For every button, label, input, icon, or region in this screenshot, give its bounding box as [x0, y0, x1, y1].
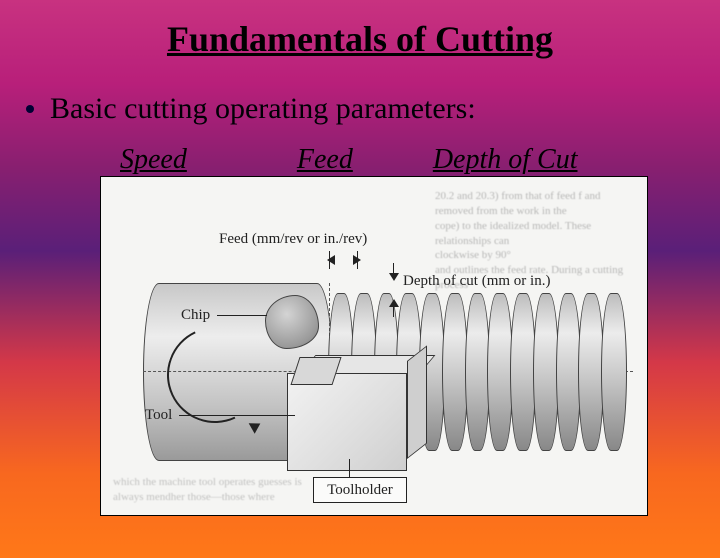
page-title: Fundamentals of Cutting: [0, 18, 720, 60]
toolholder-front-face: [287, 373, 407, 471]
param-speed: Speed: [120, 144, 187, 176]
feed-bracket-icon: [329, 255, 359, 269]
depth-line-top: [393, 263, 394, 273]
param-feed: Feed: [297, 144, 353, 176]
scan-artifact-bottom: which the machine tool operates guesses …: [113, 475, 313, 505]
toolholder-label: Toolholder: [314, 478, 406, 502]
depth-label: Depth of cut (mm or in.): [403, 273, 550, 290]
depth-arrow-down-icon: [389, 273, 399, 281]
figure-container: 20.2 and 20.3) from that of feed f and r…: [100, 176, 648, 516]
chip-label: Chip: [181, 307, 210, 324]
toolholder-side-face: [407, 345, 427, 459]
feed-label: Feed (mm/rev or in./rev): [219, 231, 367, 248]
chip-shape: [265, 295, 319, 349]
bullet-item: Basic cutting operating parameters:: [26, 92, 720, 126]
tool-leader-line: [179, 415, 295, 416]
toolholder-leader-line: [349, 459, 350, 477]
toolholder-label-box: Toolholder: [313, 477, 407, 503]
chip-leader-line: [217, 315, 267, 316]
param-depth: Depth of Cut: [433, 144, 578, 176]
figure-inner: 20.2 and 20.3) from that of feed f and r…: [101, 177, 647, 515]
thread-ridge: [442, 293, 468, 451]
depth-line-bottom: [393, 307, 394, 317]
bullet-dot-icon: [26, 105, 34, 113]
thread-ridge: [601, 293, 627, 451]
bullet-text: Basic cutting operating parameters:: [50, 92, 476, 126]
parameter-row: Speed Feed Depth of Cut: [120, 144, 720, 176]
depth-arrow-up-icon: [389, 299, 399, 307]
thread-ridge: [533, 293, 559, 451]
tool-label: Tool: [145, 407, 172, 424]
